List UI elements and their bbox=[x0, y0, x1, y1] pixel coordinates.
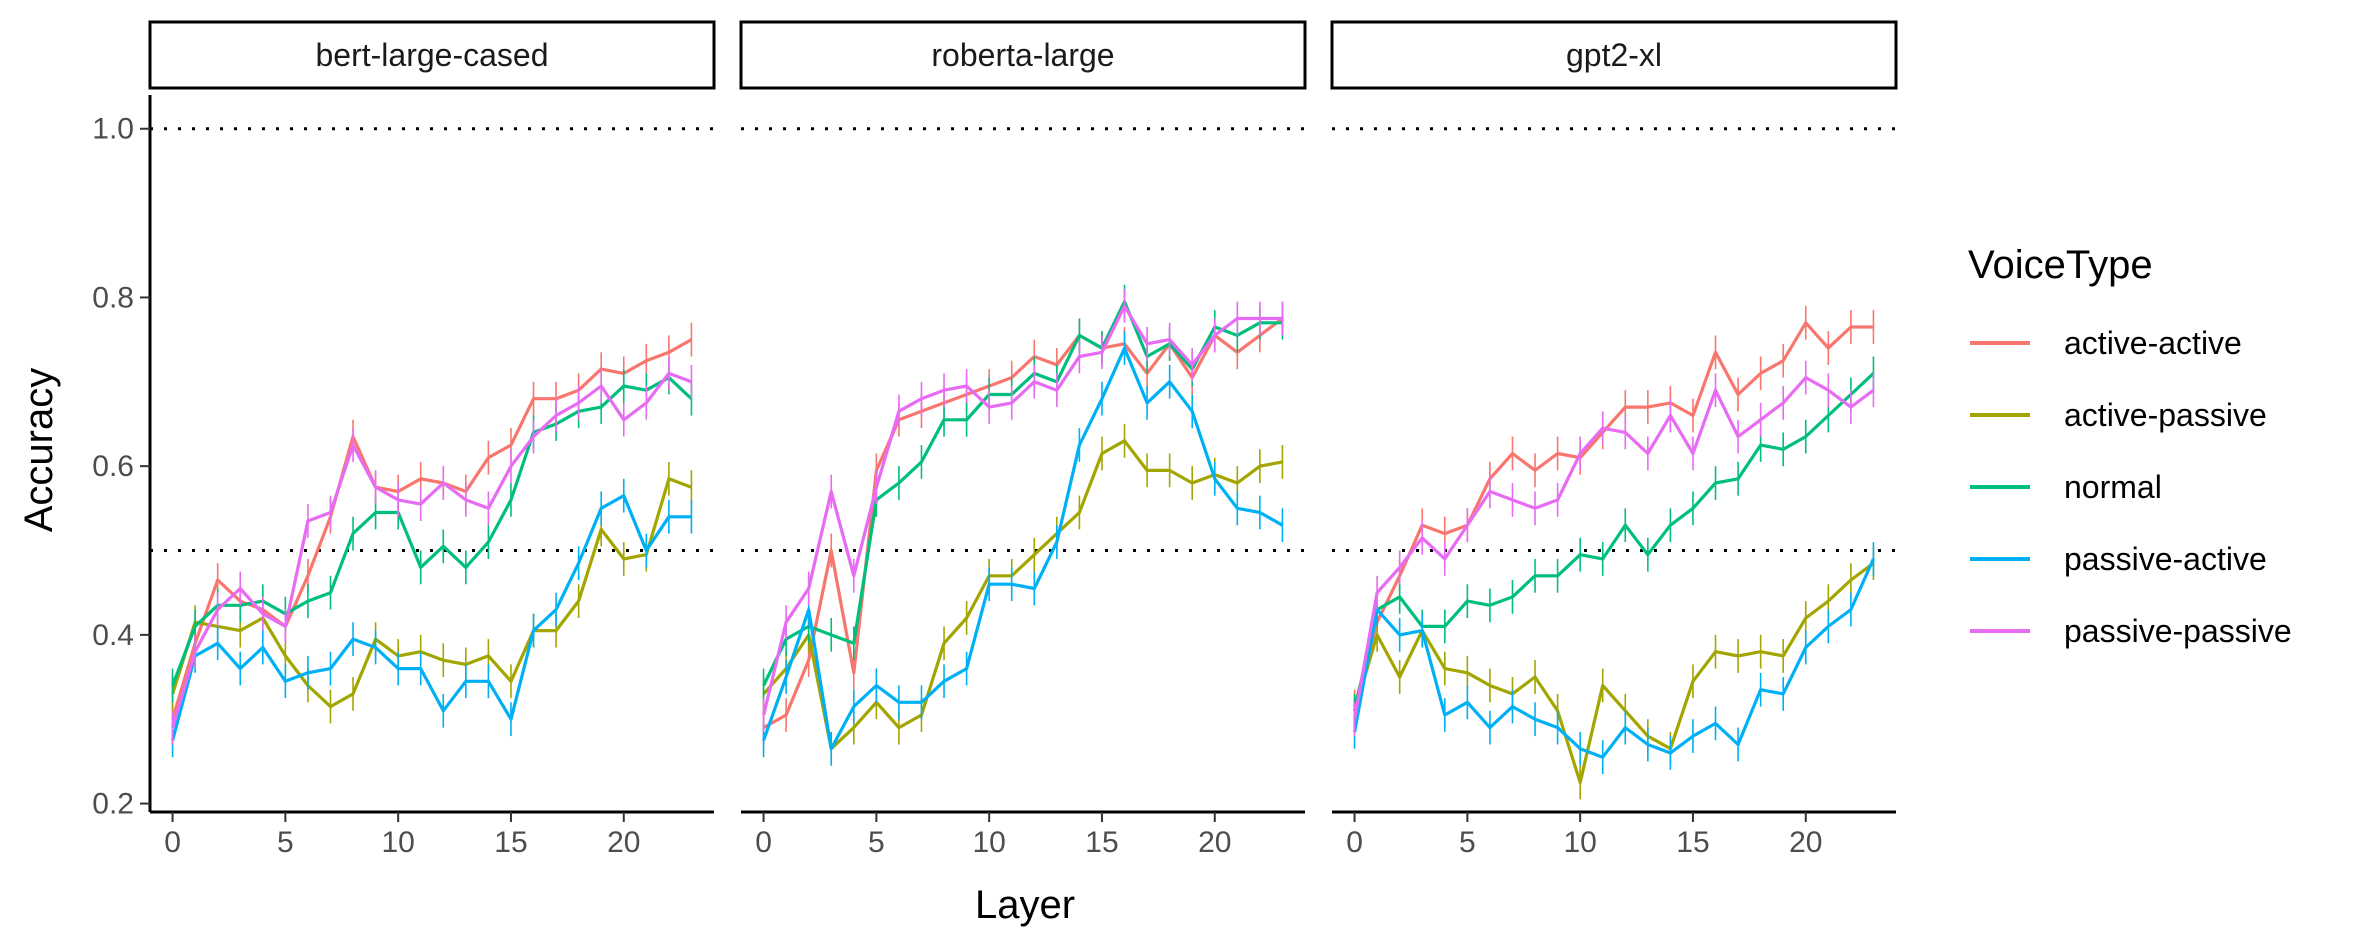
legend: VoiceType active-active active-passive nor… bbox=[1968, 243, 2292, 649]
y-axis: 0.2 0.4 0.6 0.8 1.0 bbox=[92, 95, 152, 821]
x-tick-label: 5 bbox=[868, 826, 885, 859]
legend-label: passive-passive bbox=[2064, 613, 2292, 649]
legend-label: normal bbox=[2064, 469, 2162, 505]
x-tick-label: 15 bbox=[494, 826, 527, 859]
legend-label: active-active bbox=[2064, 325, 2242, 361]
x-tick-label: 20 bbox=[1789, 826, 1822, 859]
x-tick-label: 10 bbox=[381, 826, 414, 859]
legend-item: active-passive bbox=[1970, 397, 2267, 433]
legend-item: active-active bbox=[1970, 325, 2242, 361]
series-line bbox=[171, 477, 692, 709]
facet-strip bbox=[148, 20, 716, 90]
x-tick-label: 0 bbox=[1346, 826, 1363, 859]
panels: bert-large-cased 0 5 10 15 20 roberta-large 0 5 1… bbox=[148, 20, 1898, 859]
facet-strip bbox=[739, 20, 1307, 90]
series-line bbox=[762, 304, 1283, 716]
series-active-active bbox=[762, 301, 1284, 745]
panel-roberta-large: roberta-large 0 5 10 15 20 bbox=[739, 20, 1307, 859]
legend-item: passive-active bbox=[1970, 541, 2267, 577]
series-passive-active bbox=[1353, 542, 1875, 775]
series-line bbox=[171, 494, 692, 741]
facet-strip bbox=[1330, 20, 1898, 90]
y-tick-label: 0.8 bbox=[92, 281, 134, 314]
series-line bbox=[1353, 372, 1875, 712]
series-active-active bbox=[1353, 305, 1875, 724]
y-tick-label: 0.6 bbox=[92, 450, 134, 483]
legend-item: normal bbox=[1970, 469, 2162, 505]
series-passive-passive bbox=[762, 289, 1284, 732]
series-line bbox=[1353, 321, 1874, 708]
x-tick-label: 20 bbox=[1198, 826, 1231, 859]
panel-gpt2-xl: gpt2-xl 0 5 10 15 20 bbox=[1330, 20, 1898, 859]
series-active-active bbox=[171, 322, 693, 737]
facet-title: bert-large-cased bbox=[316, 37, 549, 73]
legend-label: active-passive bbox=[2064, 397, 2267, 433]
panel-bert-large-cased: bert-large-cased 0 5 10 15 20 bbox=[148, 20, 716, 859]
series-active-passive bbox=[762, 423, 1284, 766]
legend-title: VoiceType bbox=[1968, 243, 2153, 287]
series-line bbox=[762, 439, 1283, 751]
x-tick-label: 5 bbox=[1459, 826, 1476, 859]
series-line bbox=[1353, 558, 1875, 759]
x-tick-label: 20 bbox=[607, 826, 640, 859]
series-line bbox=[171, 376, 693, 687]
x-tick-label: 10 bbox=[1563, 826, 1596, 859]
x-tick-label: 15 bbox=[1676, 826, 1709, 859]
series-passive-passive bbox=[171, 356, 693, 745]
x-tick-label: 15 bbox=[1085, 826, 1118, 859]
x-tick-label: 5 bbox=[277, 826, 294, 859]
y-tick-label: 0.4 bbox=[92, 619, 134, 652]
series-line bbox=[762, 300, 1283, 687]
y-tick-label: 1.0 bbox=[92, 113, 134, 146]
y-axis-title: Accuracy bbox=[17, 368, 61, 533]
legend-label: passive-active bbox=[2064, 541, 2267, 577]
x-axis-title: Layer bbox=[975, 883, 1075, 927]
x-tick-label: 0 bbox=[755, 826, 772, 859]
series-normal bbox=[171, 360, 693, 703]
series-line bbox=[762, 317, 1284, 729]
series-passive-active bbox=[762, 331, 1284, 766]
series-line bbox=[1353, 376, 1875, 720]
legend-item: passive-passive bbox=[1970, 613, 2292, 649]
series-line bbox=[1353, 561, 1875, 785]
facet-title: roberta-large bbox=[931, 37, 1114, 73]
y-tick-label: 0.2 bbox=[92, 788, 134, 821]
facet-title: gpt2-xl bbox=[1566, 37, 1662, 73]
series-normal bbox=[1353, 356, 1875, 728]
series-passive-active bbox=[171, 478, 693, 758]
x-tick-label: 0 bbox=[164, 826, 181, 859]
series-line bbox=[171, 371, 692, 729]
x-tick-label: 10 bbox=[972, 826, 1005, 859]
series-passive-passive bbox=[1353, 360, 1875, 737]
series-line bbox=[762, 346, 1284, 751]
